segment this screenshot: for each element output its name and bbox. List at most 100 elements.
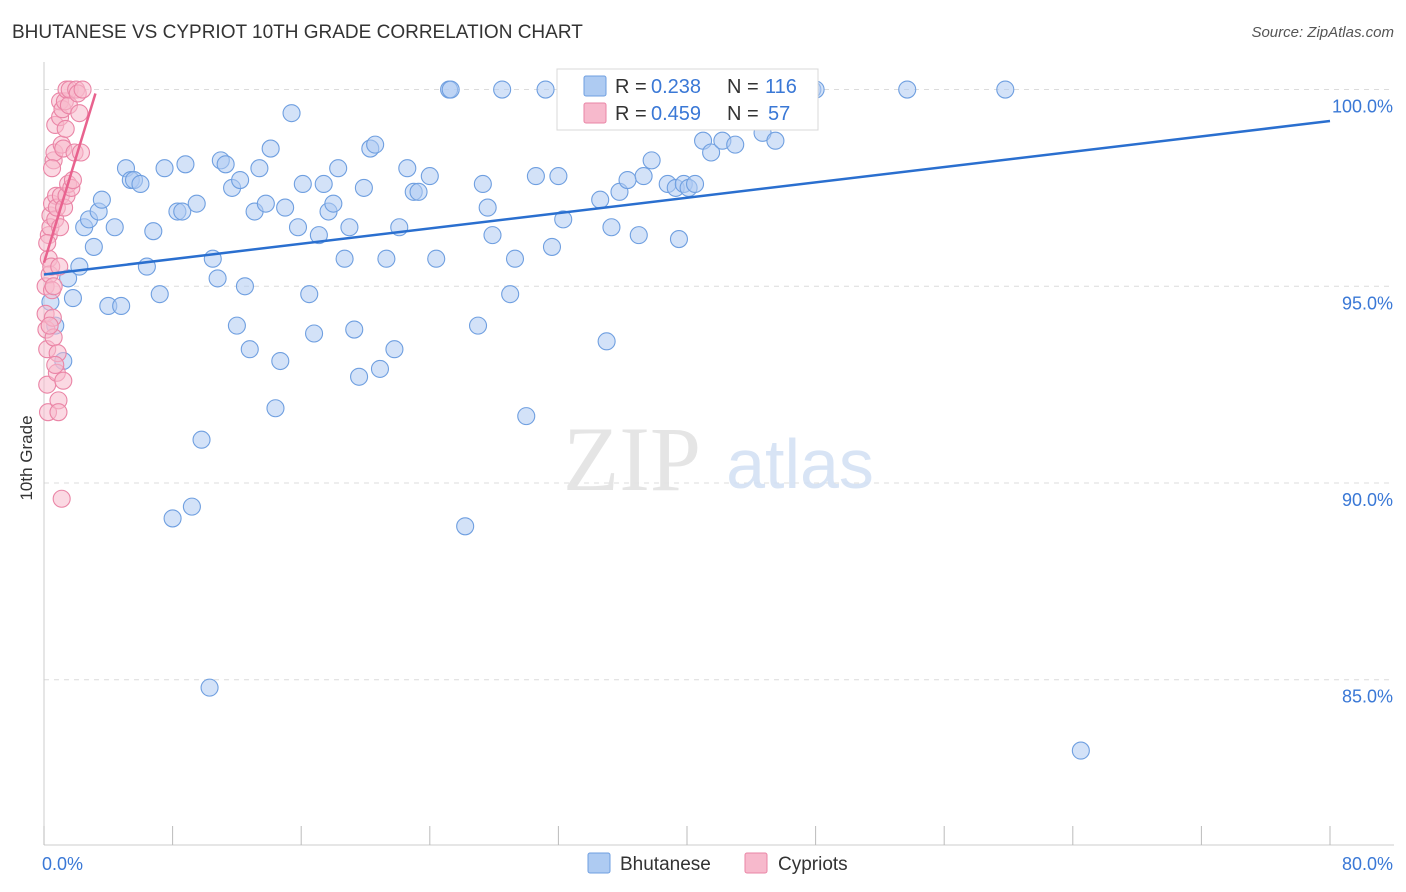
point-bhutanese-37 (235, 277, 254, 296)
point-bhutanese-35 (227, 316, 246, 335)
point-bhutanese-38 (240, 340, 259, 359)
y-tick-label-0: 100.0% (1332, 97, 1393, 117)
point-bhutanese-40 (250, 159, 269, 178)
point-bhutanese-85 (542, 237, 562, 256)
point-bhutanese-43 (266, 399, 285, 418)
point-cypriots-25 (49, 403, 68, 422)
watermark-atlas: atlas (726, 425, 874, 503)
point-bhutanese-8 (84, 237, 103, 256)
point-bhutanese-62 (366, 135, 385, 154)
point-bhutanese-102 (685, 174, 705, 194)
point-bhutanese-49 (300, 285, 319, 304)
point-bhutanese-25 (176, 155, 195, 174)
watermark-zip: ZIP (563, 408, 701, 510)
point-bhutanese-56 (335, 249, 354, 268)
point-bhutanese-86 (549, 167, 568, 186)
legend-r-label-bhutanese: R = (615, 76, 647, 98)
point-bhutanese-99 (669, 230, 689, 249)
trend-line-bhutanese (43, 119, 1331, 276)
point-cypriots-51 (40, 316, 59, 335)
stats-legend: R = 0.238 N = 116 R = 0.459 N = 57 (556, 68, 819, 131)
point-bhutanese-17 (131, 174, 150, 194)
point-bhutanese-76 (473, 174, 492, 194)
point-bhutanese-4 (63, 289, 82, 308)
point-bhutanese-95 (634, 167, 653, 186)
legend-n-label-cypriots: N = (727, 103, 759, 125)
point-bhutanese-106 (726, 135, 745, 154)
point-bhutanese-63 (370, 359, 390, 378)
point-cypriots-26 (50, 257, 69, 276)
legend-bottom-label-bhutanese: Bhutanese (620, 854, 711, 875)
legend-swatch-bhutanese (583, 75, 607, 97)
point-bhutanese-24 (173, 202, 192, 221)
point-bhutanese-5 (70, 257, 89, 276)
point-bhutanese-74 (456, 517, 475, 536)
point-bhutanese-47 (288, 218, 308, 237)
point-bhutanese-84 (536, 80, 555, 99)
point-bhutanese-79 (493, 80, 512, 99)
point-bhutanese-93 (618, 170, 637, 190)
chart-title: BHUTANESE VS CYPRIOT 10TH GRADE CORRELAT… (12, 22, 583, 43)
x-tick-labels: 0.0% 80.0% (42, 854, 1393, 874)
point-cypriots-54 (46, 355, 65, 375)
legend-r-value-cypriots: 0.459 (651, 103, 701, 125)
point-bhutanese-41 (256, 194, 275, 213)
point-bhutanese-33 (216, 155, 235, 174)
point-bhutanese-113 (996, 80, 1015, 99)
point-bhutanese-44 (271, 351, 290, 371)
axes (43, 62, 1394, 846)
point-bhutanese-51 (309, 226, 328, 245)
point-bhutanese-27 (187, 194, 206, 213)
point-bhutanese-87 (554, 210, 573, 229)
point-cypriots-56 (54, 371, 73, 390)
y-axis-label: 10th Grade (17, 415, 36, 500)
point-bhutanese-82 (517, 407, 536, 426)
y-tick-label-3: 85.0% (1342, 687, 1393, 707)
point-bhutanese-29 (200, 678, 219, 697)
point-bhutanese-70 (420, 167, 439, 186)
point-cypriots-49 (73, 80, 92, 99)
point-bhutanese-10 (92, 190, 111, 209)
point-bhutanese-55 (329, 159, 348, 178)
y-tick-label-2: 90.0% (1342, 490, 1393, 510)
point-bhutanese-83 (526, 167, 545, 186)
point-bhutanese-81 (505, 249, 525, 268)
point-bhutanese-104 (702, 143, 721, 162)
point-bhutanese-91 (602, 218, 621, 237)
point-cypriots-36 (56, 119, 75, 138)
point-bhutanese-54 (324, 194, 343, 213)
point-bhutanese-108 (766, 131, 785, 150)
point-bhutanese-71 (427, 249, 446, 268)
legend-bottom-swatch-bhutanese (587, 852, 611, 874)
point-bhutanese-26 (182, 497, 201, 516)
source-label: Source: ZipAtlas.com (1251, 24, 1394, 41)
point-cypriots-52 (42, 159, 62, 178)
trend-line-cypriots (42, 93, 97, 264)
point-cypriots-31 (52, 489, 71, 508)
legend-r-label-cypriots: R = (615, 103, 647, 125)
point-bhutanese-28 (192, 430, 211, 449)
point-bhutanese-45 (276, 198, 295, 217)
point-bhutanese-13 (112, 296, 131, 315)
legend-swatch-cypriots (583, 102, 607, 124)
legend-n-value-cypriots: 57 (768, 103, 790, 125)
point-bhutanese-46 (282, 104, 301, 123)
point-bhutanese-69 (409, 182, 428, 201)
point-bhutanese-78 (483, 226, 502, 245)
point-bhutanese-12 (105, 218, 124, 237)
series-legend: Bhutanese Cypriots (587, 852, 848, 875)
legend-bottom-swatch-cypriots (744, 852, 768, 874)
y-tick-labels: 100.0% 95.0% 90.0% 85.0% (1332, 97, 1393, 707)
x-tick-label-0: 0.0% (42, 854, 83, 874)
point-bhutanese-94 (629, 226, 648, 245)
point-bhutanese-114 (1071, 741, 1090, 760)
point-bhutanese-96 (642, 151, 661, 170)
point-bhutanese-89 (591, 190, 610, 209)
point-bhutanese-112 (898, 80, 917, 99)
point-bhutanese-58 (345, 320, 364, 339)
point-bhutanese-52 (314, 174, 333, 194)
y-tick-label-1: 95.0% (1342, 293, 1393, 313)
point-bhutanese-36 (231, 170, 250, 190)
point-bhutanese-42 (261, 139, 280, 158)
